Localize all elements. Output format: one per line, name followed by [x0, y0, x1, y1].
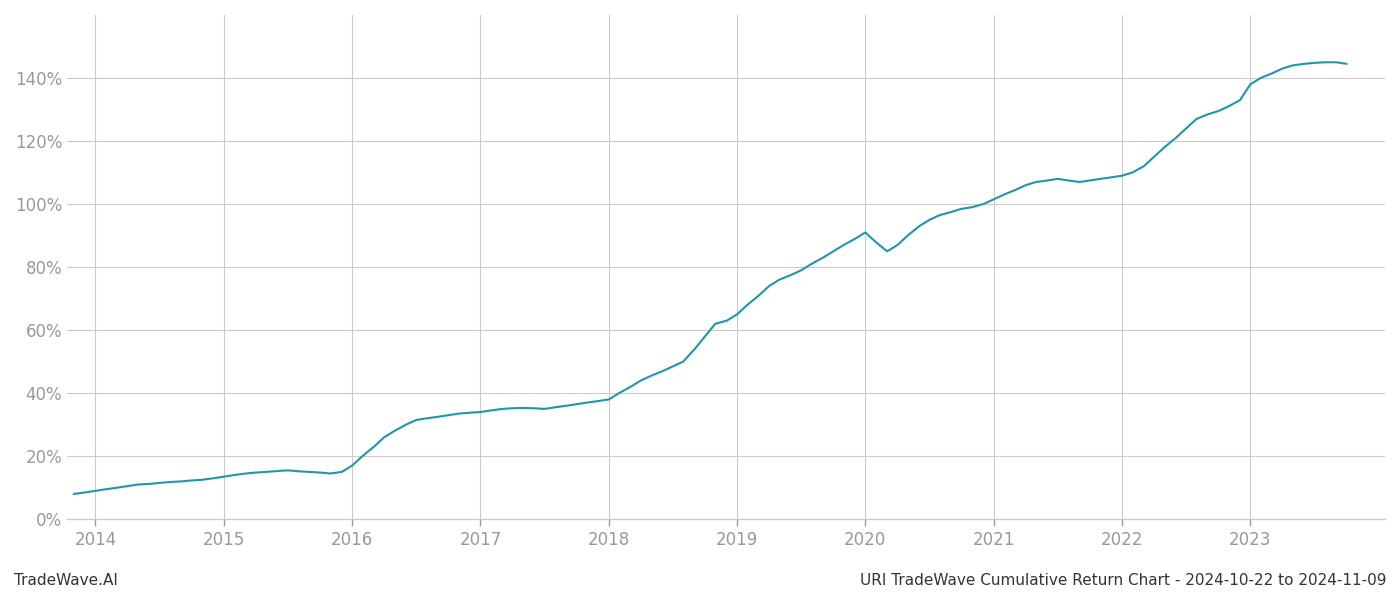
- Text: URI TradeWave Cumulative Return Chart - 2024-10-22 to 2024-11-09: URI TradeWave Cumulative Return Chart - …: [860, 573, 1386, 588]
- Text: TradeWave.AI: TradeWave.AI: [14, 573, 118, 588]
